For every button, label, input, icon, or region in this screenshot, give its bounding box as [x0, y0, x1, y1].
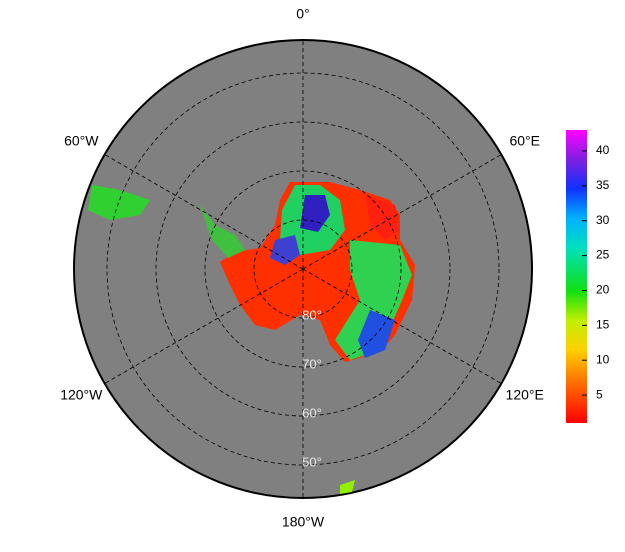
longitude-label: 0° — [296, 6, 309, 22]
latitude-ring — [155, 121, 451, 417]
colorbar-tick-label: 30 — [596, 213, 610, 227]
colorbar — [566, 130, 587, 423]
colorbar-tick-label: 20 — [596, 283, 610, 297]
colorbar-tick-label: 40 — [596, 143, 610, 157]
latitude-ring — [204, 170, 402, 368]
longitude-label: 60°W — [64, 133, 99, 149]
colorbar-tick-label: 25 — [596, 248, 610, 262]
longitude-label: 60°E — [509, 133, 540, 149]
meridian — [104, 154, 304, 270]
colorbar-tick-label: 5 — [596, 387, 603, 401]
latitude-label: 70° — [302, 356, 322, 371]
longitude-label: 180°W — [282, 514, 325, 530]
colorbar-tick-label: 10 — [596, 352, 610, 366]
latitude-label: 50° — [302, 454, 322, 469]
latitude-label: 80° — [302, 307, 322, 322]
longitude-label: 120°E — [506, 387, 544, 403]
latitude-ring — [106, 72, 500, 466]
meridian — [302, 154, 502, 270]
colorbar-tick-label: 35 — [596, 178, 610, 192]
longitude-label: 120°W — [60, 387, 103, 403]
graticule — [104, 40, 502, 498]
colorbar-tick-label: 15 — [596, 318, 610, 332]
meridian — [104, 268, 304, 384]
latitude-ring — [253, 219, 353, 319]
latitude-label: 60° — [302, 405, 322, 420]
land — [88, 182, 415, 494]
meridian — [302, 268, 502, 384]
